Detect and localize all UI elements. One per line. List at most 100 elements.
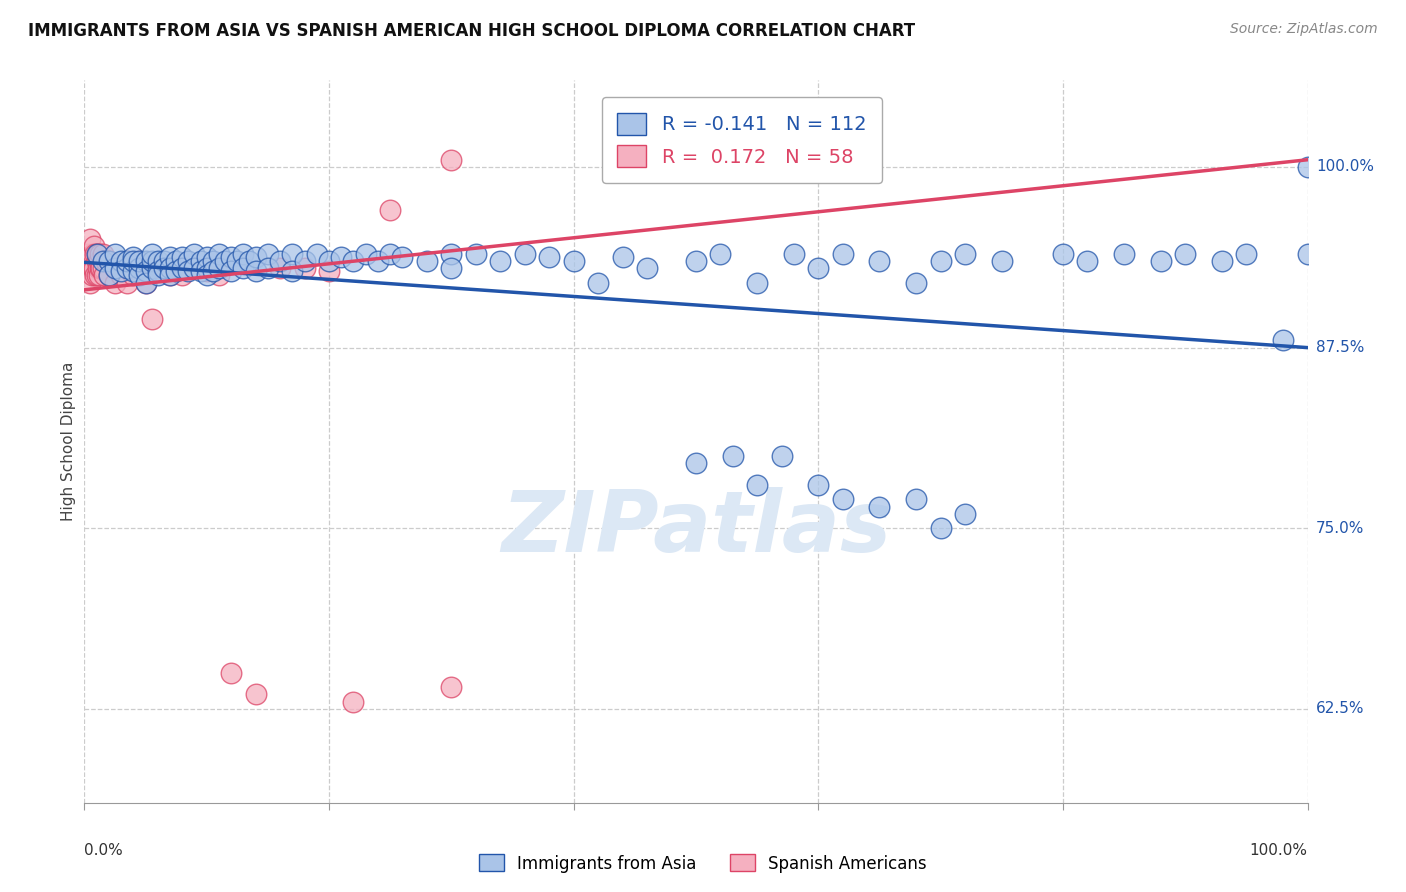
Point <box>1211 254 1233 268</box>
Point <box>440 680 463 694</box>
Point <box>685 254 707 268</box>
Point <box>201 254 224 268</box>
Point <box>86 254 108 268</box>
Point <box>807 261 830 276</box>
Point <box>104 261 127 276</box>
Point <box>91 246 114 260</box>
Point <box>391 250 413 264</box>
Point <box>135 254 157 268</box>
Point <box>86 246 108 260</box>
Point <box>869 500 891 514</box>
Text: 75.0%: 75.0% <box>1316 521 1364 536</box>
Point <box>172 261 194 276</box>
Point <box>245 250 267 264</box>
Point <box>201 264 224 278</box>
Point <box>83 239 105 253</box>
Point <box>159 261 181 276</box>
Point <box>79 232 101 246</box>
Point <box>747 276 769 290</box>
Point <box>122 254 145 268</box>
Point <box>586 276 609 290</box>
Point <box>1150 254 1173 268</box>
Point <box>1296 160 1319 174</box>
Point <box>122 261 145 276</box>
Point <box>159 268 181 283</box>
Point <box>245 688 267 702</box>
Point <box>195 261 218 276</box>
Point <box>122 250 145 264</box>
Point <box>1076 254 1098 268</box>
Point <box>110 264 132 278</box>
Text: 100.0%: 100.0% <box>1316 160 1374 175</box>
Point <box>869 254 891 268</box>
Point <box>76 261 98 276</box>
Point <box>128 261 150 276</box>
Point <box>354 246 377 260</box>
Point <box>685 456 707 470</box>
Point <box>79 276 101 290</box>
Point <box>380 203 402 218</box>
Point <box>238 254 260 268</box>
Point <box>141 261 163 276</box>
Point <box>77 254 100 268</box>
Point <box>165 254 187 268</box>
Point <box>135 276 157 290</box>
Point <box>104 276 127 290</box>
Point <box>380 246 402 260</box>
Point <box>195 264 218 278</box>
Point <box>245 264 267 278</box>
Point <box>281 264 304 278</box>
Point <box>146 261 169 276</box>
Point <box>367 254 389 268</box>
Point <box>208 246 231 260</box>
Point <box>177 254 200 268</box>
Point <box>165 264 187 278</box>
Point <box>115 261 138 276</box>
Point <box>141 246 163 260</box>
Point <box>709 246 731 260</box>
Point <box>214 254 236 268</box>
Point <box>153 254 176 268</box>
Text: 100.0%: 100.0% <box>1250 843 1308 857</box>
Point <box>86 246 108 260</box>
Point <box>416 254 439 268</box>
Point <box>89 246 111 260</box>
Point <box>195 268 218 283</box>
Point <box>783 246 806 260</box>
Point <box>219 264 242 278</box>
Point <box>110 268 132 283</box>
Point <box>172 250 194 264</box>
Point <box>294 261 316 276</box>
Point <box>770 449 793 463</box>
Point <box>905 492 928 507</box>
Point <box>195 250 218 264</box>
Point <box>269 261 291 276</box>
Point <box>91 254 114 268</box>
Point <box>87 246 110 260</box>
Point <box>86 268 108 283</box>
Point <box>141 254 163 268</box>
Point <box>146 254 169 268</box>
Point <box>135 261 157 276</box>
Point <box>208 261 231 276</box>
Point <box>82 246 104 260</box>
Point <box>342 695 364 709</box>
Point <box>807 478 830 492</box>
Point <box>84 268 107 283</box>
Point <box>1052 246 1074 260</box>
Text: ZIPatlas: ZIPatlas <box>501 487 891 570</box>
Point <box>1236 246 1258 260</box>
Point <box>219 665 242 680</box>
Point <box>104 261 127 276</box>
Point <box>190 264 212 278</box>
Point <box>93 268 115 283</box>
Point <box>115 254 138 268</box>
Point <box>84 246 107 260</box>
Point <box>1114 246 1136 260</box>
Point <box>146 264 169 278</box>
Legend: Immigrants from Asia, Spanish Americans: Immigrants from Asia, Spanish Americans <box>472 847 934 880</box>
Point <box>87 254 110 268</box>
Point <box>929 254 952 268</box>
Point <box>128 254 150 268</box>
Point <box>219 250 242 264</box>
